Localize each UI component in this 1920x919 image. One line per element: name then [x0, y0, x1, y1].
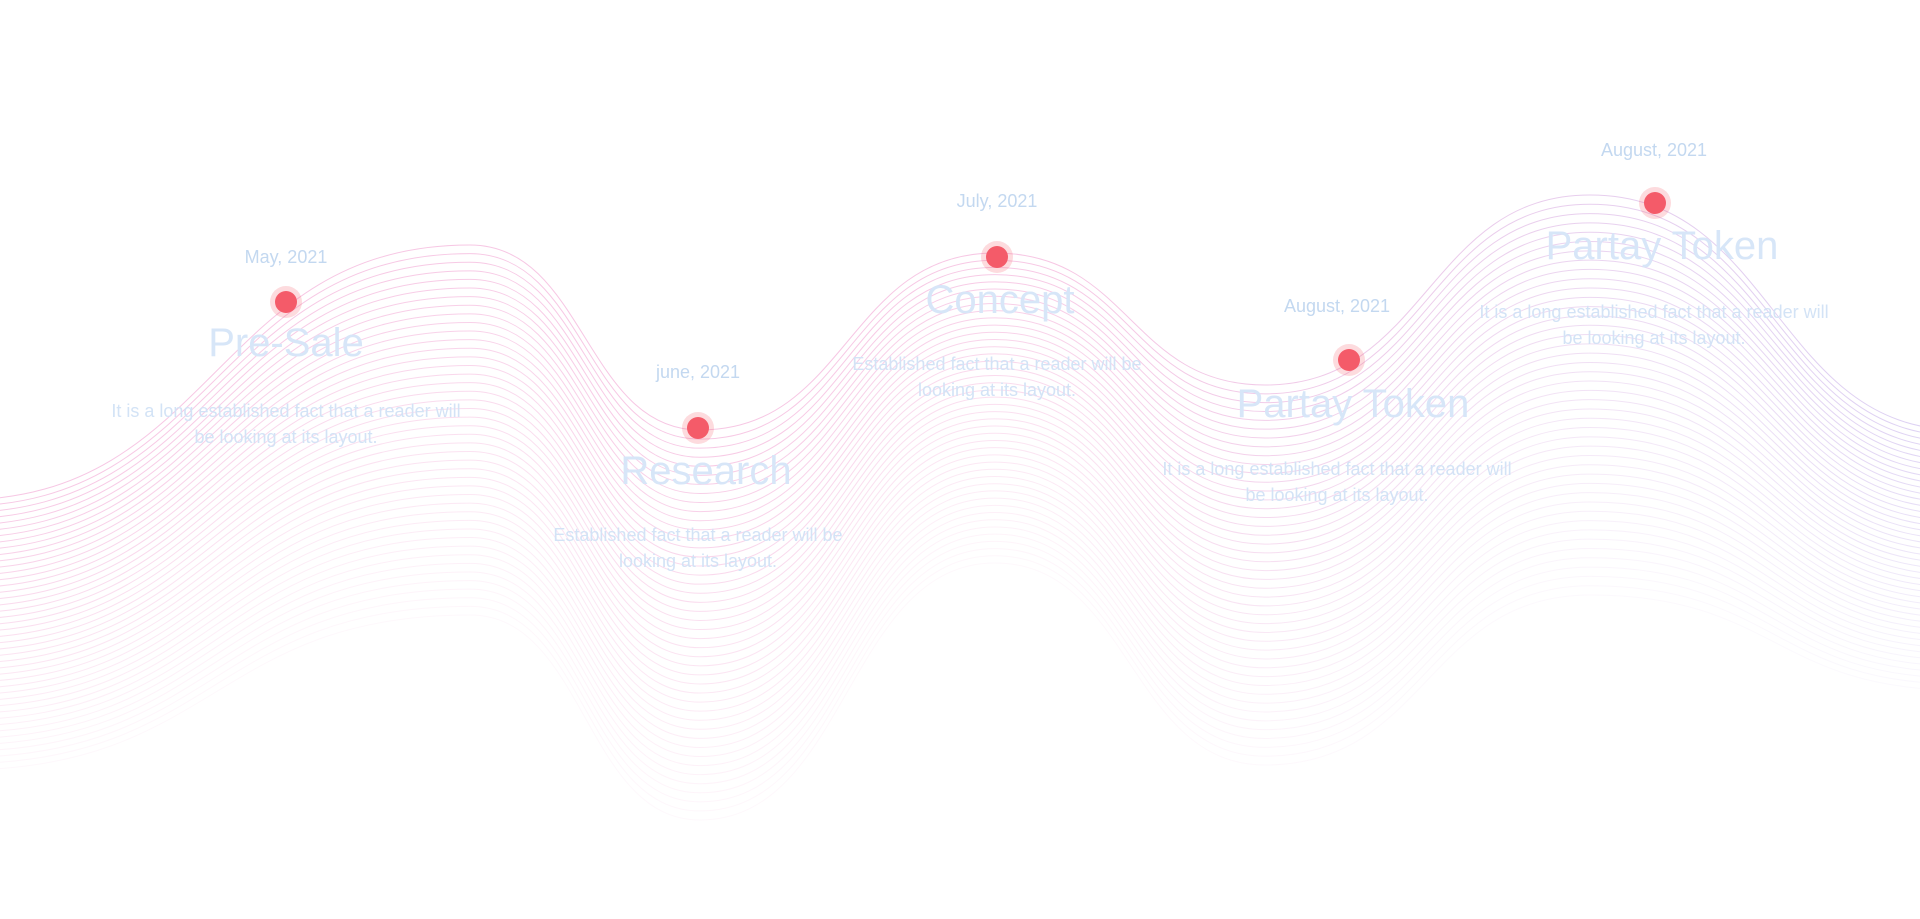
milestone-date: August, 2021: [1600, 140, 1708, 160]
wave-line: [0, 427, 1920, 658]
wave-line: [0, 504, 1920, 748]
wave-line: [0, 324, 1920, 587]
milestone-title: Research: [620, 449, 792, 493]
wave-line: [0, 526, 1920, 776]
wave-line: [0, 399, 1920, 637]
milestone-description: Established fact that a reader will be l…: [852, 354, 1142, 400]
wave-line: [0, 222, 1920, 517]
wave-line: [0, 445, 1920, 676]
wave-line: [0, 408, 1920, 643]
wave-line: [0, 555, 1920, 812]
milestone-date: May, 2021: [244, 247, 328, 267]
milestone-date: june, 2021: [655, 362, 741, 382]
wave-line: [0, 278, 1920, 555]
milestone-date: August, 2021: [1283, 296, 1391, 316]
wave-line: [0, 483, 1920, 721]
wave-line: [0, 231, 1920, 524]
wave-line: [0, 334, 1920, 593]
wave-line: [0, 548, 1920, 803]
wave-line: [0, 468, 1920, 703]
wave-line: [0, 519, 1920, 767]
wave-line: [0, 454, 1920, 685]
wave-line: [0, 389, 1920, 631]
wave-line: [0, 562, 1920, 821]
milestone-title: Partay Token: [1236, 382, 1470, 426]
wave-line: [0, 259, 1920, 543]
wave-line: [0, 380, 1920, 625]
milestone-dot: [275, 291, 297, 313]
wave-line: [0, 497, 1920, 739]
milestone-description: It is a long established fact that a rea…: [111, 401, 461, 447]
wave-line: [0, 371, 1920, 618]
wave-line: [0, 533, 1920, 785]
milestone-dot: [986, 246, 1008, 268]
wave-line: [0, 250, 1920, 536]
milestone-dot: [1644, 192, 1666, 214]
wave-line: [0, 296, 1920, 568]
wave-line: [0, 352, 1920, 606]
milestone-dot: [687, 417, 709, 439]
wave-line: [0, 241, 1920, 530]
milestone-title: Concept: [925, 278, 1075, 322]
wave-line: [0, 306, 1920, 574]
wave-line: [0, 436, 1920, 667]
milestone-date: July, 2021: [956, 191, 1038, 211]
wave-line: [0, 343, 1920, 599]
milestone-title: Partay Token: [1545, 224, 1779, 268]
milestone-description: It is a long established fact that a rea…: [1479, 302, 1829, 348]
wave-line: [0, 490, 1920, 730]
wave-line: [0, 475, 1920, 712]
wave-line: [0, 361, 1920, 612]
wave-line: [0, 315, 1920, 580]
milestone-title: Pre-Sale: [208, 321, 364, 365]
milestone-description: It is a long established fact that a rea…: [1162, 459, 1512, 505]
wave-line: [0, 540, 1920, 794]
wave-line: [0, 512, 1920, 758]
milestone-description: Established fact that a reader will be l…: [553, 525, 843, 571]
wave-line: [0, 287, 1920, 562]
wave-line: [0, 417, 1920, 650]
wave-line: [0, 268, 1920, 549]
wave-line: [0, 461, 1920, 694]
milestone-dot: [1338, 349, 1360, 371]
